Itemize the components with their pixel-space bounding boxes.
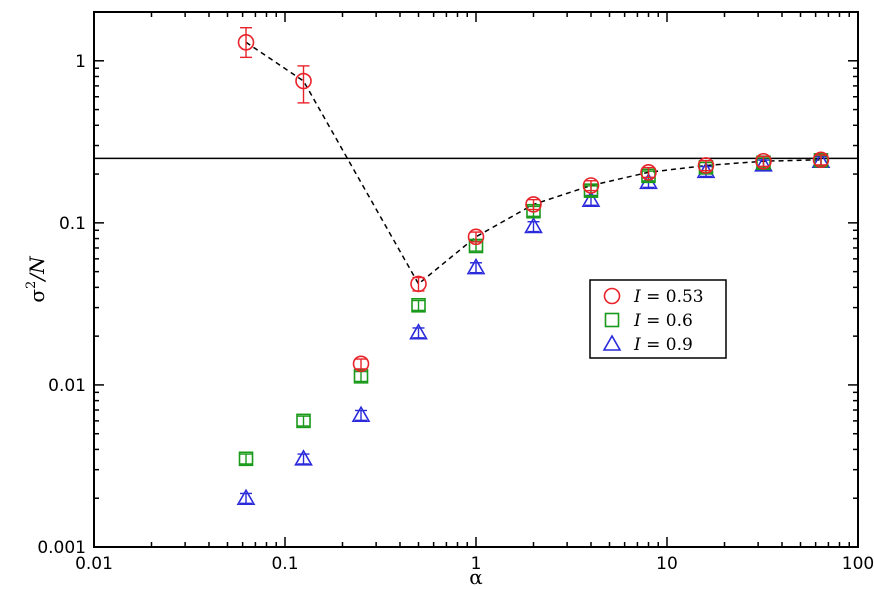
x-tick-label: 100: [842, 554, 874, 574]
plot-layer: [94, 27, 858, 506]
data-point-triangle: [754, 155, 773, 172]
series-circle: [237, 27, 830, 373]
legend-value: = 0.53: [641, 287, 704, 307]
legend-box: [589, 279, 727, 359]
x-axis-title: α: [469, 565, 483, 589]
legend: I = 0.53I = 0.6I = 0.9: [589, 279, 727, 359]
dashed-fit-line: [245, 41, 822, 286]
data-point-circle: [525, 196, 542, 213]
legend-value: = 0.6: [641, 311, 693, 331]
data-point-triangle: [351, 405, 371, 423]
legend-label: I = 0.53: [633, 287, 704, 307]
legend-label: I = 0.9: [633, 335, 693, 355]
x-tick-label: 10: [656, 554, 678, 574]
data-point-circle: [812, 151, 830, 169]
data-point-circle: [467, 228, 485, 246]
legend-variable: I: [633, 287, 641, 307]
data-point-circle: [582, 177, 600, 194]
legend-marker-triangle: [602, 334, 622, 351]
y-axis-title: σ2/N: [24, 255, 49, 303]
legend-entries: I = 0.53I = 0.6I = 0.9: [602, 287, 704, 355]
data-point-circle: [755, 152, 772, 170]
legend-variable: I: [633, 335, 641, 355]
data-point-triangle: [294, 449, 313, 466]
y-tick-label: 0.001: [37, 538, 86, 558]
y-axis-title-sup: 2: [24, 281, 39, 289]
data-point-triangle: [581, 190, 601, 207]
data-point-square: [238, 451, 254, 467]
x-tick-label: 0.01: [75, 554, 113, 574]
data-point-square: [296, 413, 311, 429]
y-axis-title-rest: /N: [25, 255, 49, 283]
data-point-triangle: [466, 257, 486, 275]
ticks-layer: [93, 11, 859, 548]
svg-text:σ2/N: σ2/N: [24, 255, 49, 303]
data-point-circle: [352, 355, 370, 373]
legend-variable: I: [633, 311, 641, 331]
plot-frame: [93, 11, 859, 548]
data-point-circle: [237, 34, 255, 51]
data-point-circle: [410, 275, 427, 293]
y-tick-label: 1: [75, 52, 86, 72]
data-point-circle: [295, 72, 312, 90]
data-point-circle: [640, 164, 657, 181]
legend-marker-circle: [603, 287, 621, 305]
data-point-triangle: [524, 216, 543, 234]
axes-layer: [93, 11, 859, 548]
x-tick-label: 0.1: [271, 554, 298, 574]
data-point-triangle: [236, 488, 256, 506]
data-point-square: [411, 297, 426, 313]
legend-label: I = 0.6: [633, 311, 693, 331]
y-tick-label: 0.01: [48, 376, 86, 396]
y-axis-title-base: σ: [25, 289, 49, 303]
data-point-square: [353, 369, 369, 384]
x-tick-label: 1: [471, 554, 482, 574]
legend-value: = 0.9: [641, 335, 693, 355]
y-tick-label: 0.1: [59, 214, 86, 234]
data-point-triangle: [409, 323, 428, 340]
data-point-circle: [697, 157, 715, 174]
legend-marker-square: [604, 312, 620, 328]
